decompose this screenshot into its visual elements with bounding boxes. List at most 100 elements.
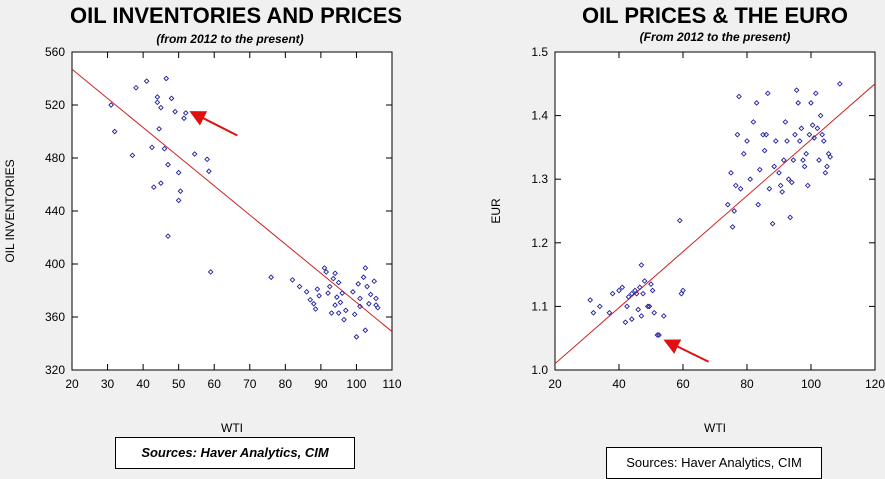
chart1-data-point [351,311,358,318]
chart1-source: Sources: Haver Analytics, CIM [115,437,355,469]
chart1-y-tick-label: 360 [45,310,65,324]
chart2-data-point [798,125,805,132]
chart2-data-point [636,284,643,291]
chart1-data-point [366,300,372,307]
chart2-plot-content [555,80,875,365]
chart2-data-point [656,332,662,338]
chart2-data-point [740,150,747,157]
chart1-x-axis-label: WTI [221,421,243,435]
chart1-data-point [165,161,171,168]
chart2-data-point [654,332,661,338]
chart1-x-tick-label: 30 [101,377,115,391]
chart1-y-tick-label: 520 [45,98,65,112]
chart2-data-point [812,90,819,97]
chart1-data-point [337,299,344,306]
chart1-data-point [316,292,322,299]
chart1-data-point [150,184,157,190]
chart2-data-point [769,220,776,227]
chart1-data-point [303,288,310,295]
chart2-data-point [747,176,754,183]
chart2-data-point [796,138,803,144]
chart2-data-point [753,100,760,106]
chart1-data-point [360,274,367,281]
chart2-data-point [819,131,826,138]
chart2-x-tick-label: 120 [865,377,885,391]
chart1-data-point [350,288,356,295]
chart2-y-tick-label: 1.4 [531,109,548,123]
chart2-y-tick-label: 1.2 [531,236,548,250]
chart2-data-point [628,290,635,297]
chart2-data-point [648,281,654,287]
chart1-data-point [323,269,330,275]
chart1-data-point [326,283,333,290]
chart1-data-point [335,310,342,316]
chart2-data-point [785,176,792,183]
chart1-data-point [328,310,335,316]
chart2-subtitle: (From 2012 to the present) [639,30,791,44]
chart2-data-point [676,217,683,224]
chart2-data-point [756,166,763,173]
chart1-data-point [332,270,338,277]
chart1-data-point [158,180,164,187]
chart2-x-tick-label: 100 [801,377,821,391]
chart2-data-point [806,131,813,138]
chart2-data-point [737,185,744,192]
chart1-data-point [165,233,171,240]
chart2-data-point [816,157,822,163]
chart1-x-tick-label: 50 [172,377,186,391]
chart1-data-point [332,302,338,308]
chart2-data-point [609,290,616,297]
chart1-arrow-icon [189,111,238,137]
chart1-y-tick-label: 440 [45,204,65,218]
chart2-data-point [744,138,750,144]
chart2-data-point [750,119,757,125]
chart1-x-tick-label: 20 [65,377,79,391]
chart2-data-point [792,131,798,138]
chart1-trend-line [72,68,392,332]
chart2-data-point [808,100,814,106]
chart1-data-point [312,306,319,312]
chart1-data-point [207,269,214,275]
chart2-data-point [640,290,646,297]
chart1-data-point [158,104,164,111]
chart1-x-tick-label: 80 [279,377,293,391]
chart2-x-tick-label: 80 [740,377,754,391]
chart1-data-point [149,144,155,151]
chart1-y-tick-label: 320 [45,363,65,377]
chart2-data-point [795,100,802,106]
chart1-data-point [339,290,346,296]
chart1-title: OIL INVENTORIES AND PRICES [70,3,403,28]
chart2-data-point [635,306,642,313]
chart1-data-point [154,94,161,100]
chart2-data-point [616,287,622,294]
chart2-data-point [680,287,686,294]
chart1-y-tick-label: 560 [45,45,65,59]
chart2-data-point [624,303,630,310]
chart2-source: Sources: Haver Analytics, CIM [606,447,822,479]
chart2-data-point [644,303,651,310]
chart1-data-point [191,151,198,157]
chart2-data-point [729,224,736,230]
chart1-x-tick-label: 90 [314,377,328,391]
chart2-data-point [784,138,790,144]
chart1-data-point [374,304,381,311]
chart1-y-tick-label: 480 [45,151,65,165]
chart2-y-axis-label: EUR [489,198,503,224]
chart2-data-point [731,208,738,214]
chart1-subtitle: (from 2012 to the present) [156,32,304,46]
chart2-data-point [766,185,773,192]
chart1-data-point [143,78,150,84]
chart2-data-point [633,290,640,297]
chart2-data-point [803,150,810,157]
chart2-data-point [817,112,824,119]
chart2-data-point [649,287,656,294]
chart1-data-point [172,108,178,115]
chart2-data-point [763,131,770,138]
chart2-data-point [761,147,768,154]
chart2-data-point [772,138,779,144]
chart1-data-point [362,327,369,334]
chart2-data-point [732,182,739,189]
chart2-x-tick-label: 20 [548,377,562,391]
chart2-title: OIL PRICES & THE EURO [581,3,849,28]
